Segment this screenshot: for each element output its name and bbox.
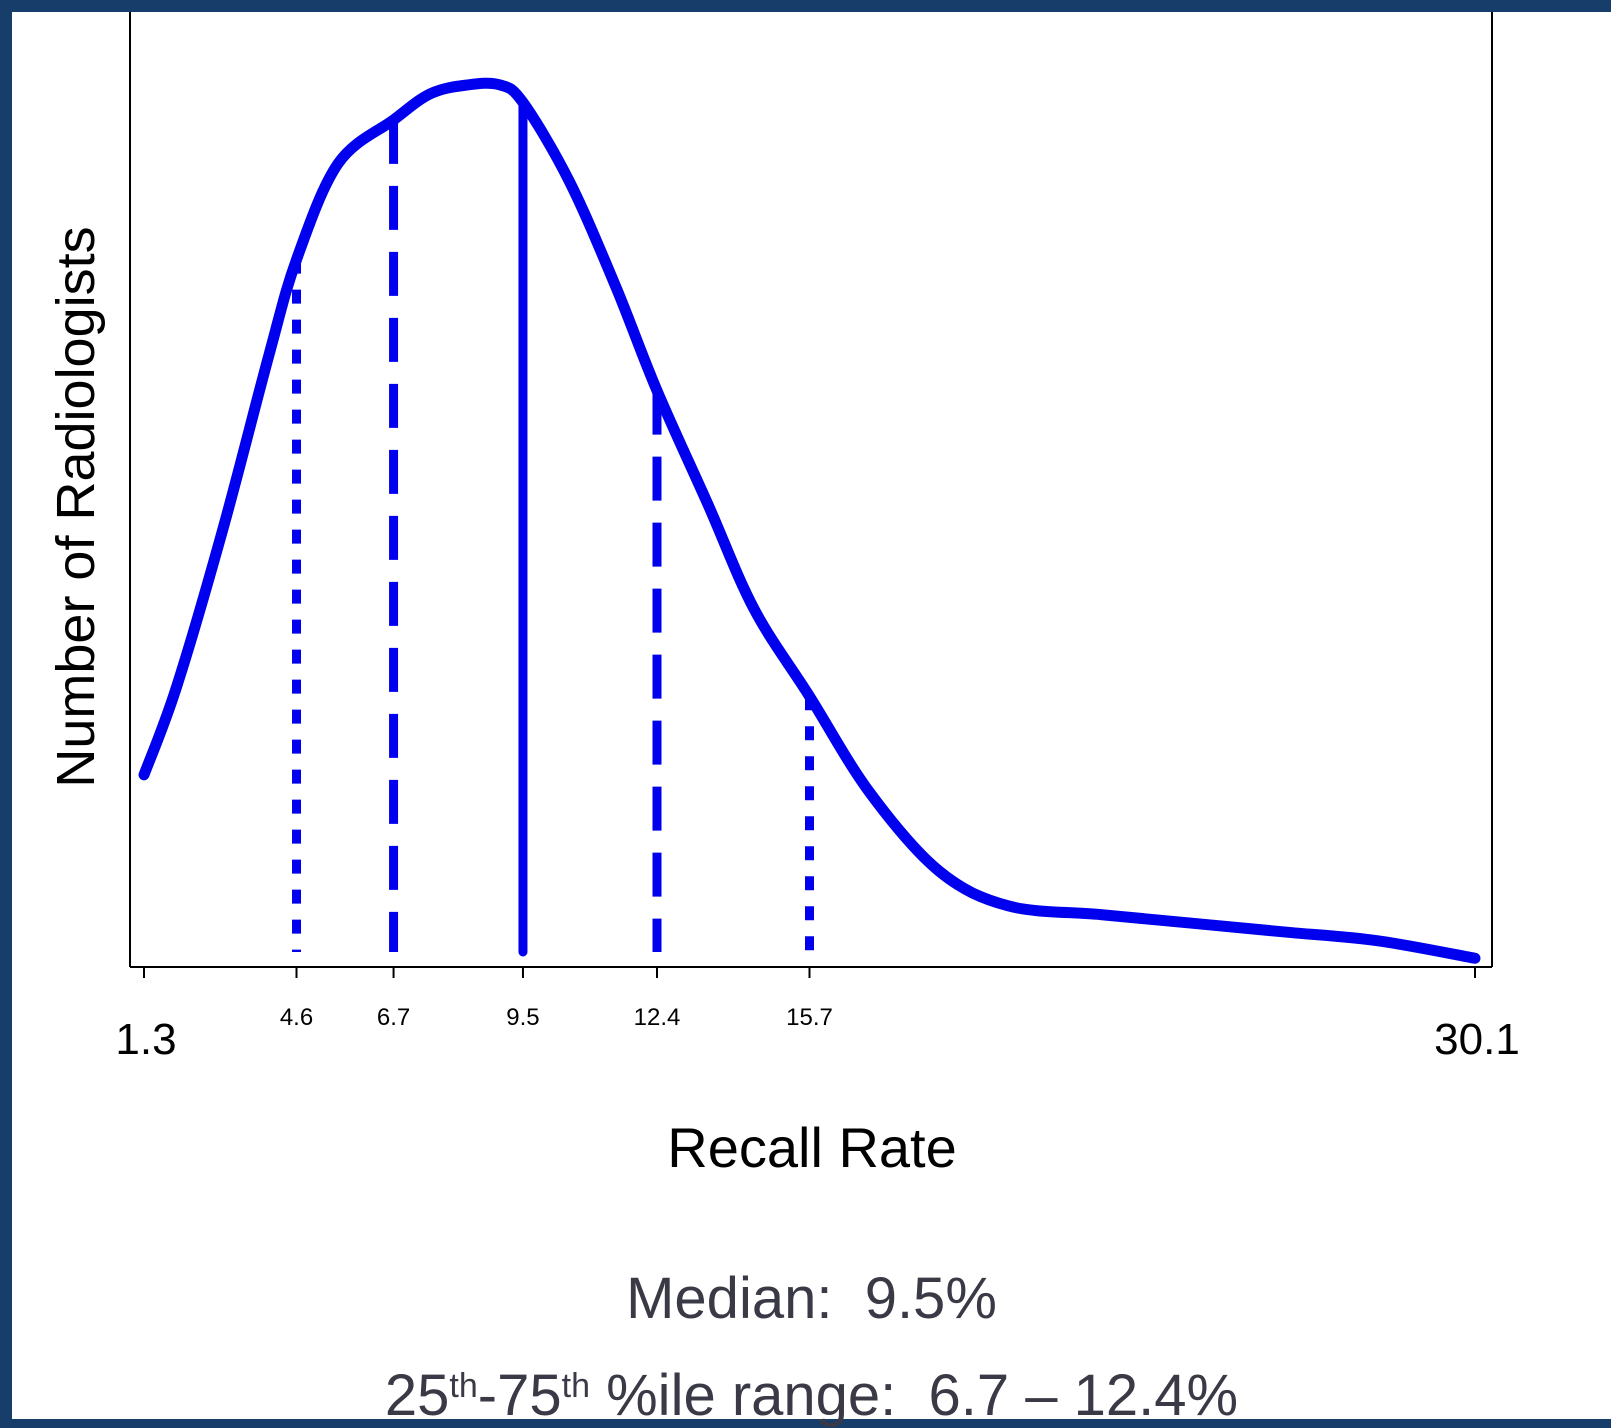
x-tick-label-15-7: 15.7 <box>786 1004 833 1031</box>
x-tick-label-1-3: 1.3 <box>115 1015 176 1064</box>
x-tick-label-30-1: 30.1 <box>1434 1015 1520 1064</box>
range-label: %ile range: <box>606 1363 897 1428</box>
range-sup-75: th <box>561 1367 590 1405</box>
median-caption: Median: 9.5% <box>12 1270 1611 1328</box>
x-tick-label-6-7: 6.7 <box>377 1004 410 1031</box>
plot-frame <box>129 12 1493 968</box>
median-label: Median: <box>626 1266 833 1331</box>
range-sup-25: th <box>449 1367 478 1405</box>
range-ordinal-25: 25 <box>384 1363 450 1428</box>
range-ordinal-75: 75 <box>497 1363 562 1428</box>
median-value: 9.5% <box>864 1266 997 1331</box>
percentile-range-caption: 25th-75th %ile range: 6.7 – 12.4% <box>12 1367 1611 1425</box>
density-curve <box>138 77 1481 964</box>
x-axis-ticks: 1.3 4.6 6.7 9.5 12.4 15.7 30.1 <box>115 967 1520 1064</box>
range-dash: - <box>477 1363 498 1428</box>
x-axis-label: Recall Rate <box>667 1116 956 1179</box>
range-value: 6.7 – 12.4% <box>928 1363 1239 1428</box>
reference-lines <box>292 97 814 957</box>
x-tick-label-4-6: 4.6 <box>280 1004 313 1031</box>
density-chart: 1.3 4.6 6.7 9.5 12.4 15.7 30.1 Recall Rate Num… <box>46 12 1520 1179</box>
x-tick-label-9-5: 9.5 <box>506 1004 539 1031</box>
x-tick-label-12-4: 12.4 <box>634 1004 681 1031</box>
y-axis-label: Number of Radiologists <box>46 226 106 787</box>
curve-layer <box>138 77 1481 964</box>
slide: 1.3 4.6 6.7 9.5 12.4 15.7 30.1 Recall Rate Num… <box>12 12 1611 1425</box>
